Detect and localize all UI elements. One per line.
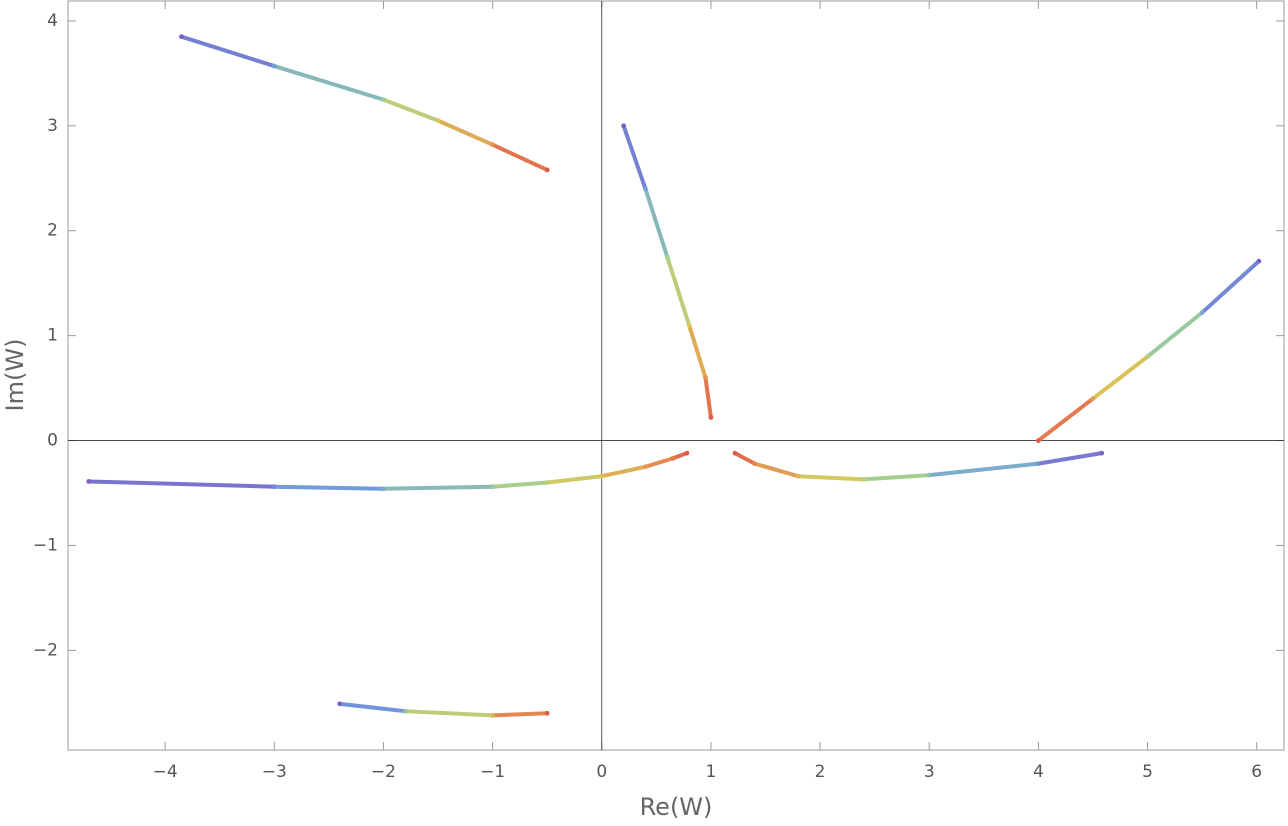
curve-segment (643, 186, 670, 259)
curve-segment (927, 461, 1041, 478)
point (670, 455, 676, 461)
curve-segment (1145, 310, 1205, 359)
x-tick-label: 5 (1142, 762, 1153, 782)
point (544, 480, 550, 485)
point (1145, 354, 1150, 360)
point (544, 710, 550, 716)
curve-segment (1200, 259, 1261, 315)
x-tick-label: 4 (1033, 762, 1044, 782)
point (402, 708, 408, 714)
curve-segment (796, 474, 866, 482)
point (708, 415, 714, 420)
plot-frame (67, 0, 1285, 751)
point (490, 712, 496, 718)
point (684, 450, 690, 456)
curve-segment (1036, 396, 1095, 443)
point (1035, 438, 1041, 443)
x-tick-label: 2 (815, 762, 826, 782)
point (490, 142, 496, 148)
y-tick-label: 4 (47, 11, 58, 31)
curve-segment (272, 484, 386, 491)
x-tick-label: 1 (706, 762, 717, 782)
curve-segment (179, 34, 277, 69)
x-tick-label: −3 (262, 762, 287, 782)
curve-segment (621, 123, 648, 191)
point (703, 375, 708, 380)
curve-segment (86, 479, 277, 489)
point (337, 701, 343, 707)
point (86, 479, 92, 484)
point (1199, 310, 1205, 315)
x-tick-label: 0 (596, 762, 607, 782)
curve-segment (490, 480, 550, 489)
y-tick-label: −2 (33, 640, 58, 660)
point (381, 97, 386, 103)
point (795, 473, 801, 479)
point (1090, 396, 1096, 401)
y-tick-label: 3 (47, 116, 58, 136)
point (621, 123, 627, 129)
curve-segment (687, 323, 708, 380)
curve-segment (436, 118, 495, 147)
curve-segment (670, 451, 689, 461)
curve-segment (703, 375, 713, 420)
curve-segment (643, 456, 675, 469)
point (1099, 450, 1105, 456)
curve-segment (599, 464, 648, 479)
curve-segment (272, 64, 386, 102)
point (926, 472, 932, 478)
curve-segment (381, 484, 495, 491)
point (435, 118, 441, 123)
point (599, 473, 605, 479)
curve-segment (337, 701, 408, 714)
y-tick-label: 2 (47, 221, 58, 241)
point (381, 486, 386, 492)
point (179, 34, 184, 40)
point (643, 186, 648, 192)
curve-segment (752, 461, 801, 479)
point (1035, 461, 1041, 467)
curve-segment (381, 97, 441, 123)
point (752, 461, 757, 467)
curve-segment (490, 711, 550, 718)
point (643, 464, 648, 470)
curve-segment (665, 254, 692, 328)
curve-segment (861, 473, 932, 482)
y-axis-title: Im(W) (1, 339, 29, 412)
point (861, 476, 867, 482)
curve-segment (545, 474, 604, 485)
point (686, 322, 692, 328)
y-tick-label: 0 (47, 431, 58, 451)
curve-segment (1036, 451, 1104, 466)
curve-segment (490, 142, 550, 172)
x-tick-label: −1 (480, 762, 505, 782)
x-tick-label: 3 (924, 762, 935, 782)
x-tick-label: 6 (1251, 762, 1262, 782)
y-tick-label: 1 (47, 326, 58, 346)
point (544, 167, 550, 173)
y-tick-label: −1 (33, 535, 58, 555)
x-axis-title: Re(W) (640, 793, 713, 821)
point (490, 484, 496, 490)
point (1256, 258, 1262, 264)
curve-segment (1090, 354, 1150, 401)
x-tick-label: −4 (153, 762, 178, 782)
x-tick-label: −2 (371, 762, 396, 782)
point (271, 63, 277, 69)
curve-segment (732, 451, 757, 466)
point (664, 254, 670, 260)
point (732, 450, 738, 456)
curve-segment (403, 709, 495, 718)
point (271, 484, 277, 490)
